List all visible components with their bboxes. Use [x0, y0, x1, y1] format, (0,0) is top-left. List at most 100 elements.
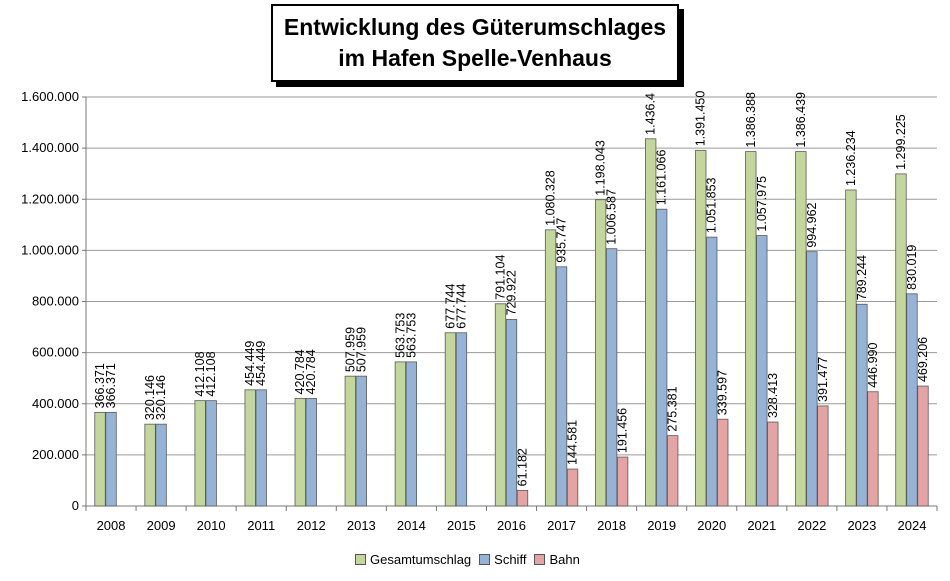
x-tick-label: 2018 — [597, 518, 626, 533]
bar-gesamtumschlag — [144, 423, 156, 507]
data-label-schiff: 563.753 — [404, 313, 418, 358]
data-label-gesamtumschlag: 507.959 — [343, 327, 357, 372]
bar-schiff — [555, 266, 568, 507]
data-label-schiff: 412.108 — [204, 351, 218, 396]
y-tick-label: 400.000 — [32, 396, 79, 411]
data-label-schiff: 677.744 — [454, 284, 468, 329]
data-label-gesamtumschlag: 366.371 — [93, 363, 107, 408]
data-label-bahn: 275.381 — [666, 386, 680, 431]
data-label-gesamtumschlag: 1.436.4 — [644, 93, 658, 135]
bar-gesamtumschlag — [444, 332, 457, 507]
bar-bahn — [917, 385, 929, 507]
bar-schiff — [656, 208, 668, 507]
data-label-gesamtumschlag: 1.198.043 — [594, 140, 608, 196]
bar-schiff — [105, 411, 117, 507]
x-tick-label: 2017 — [547, 518, 576, 533]
data-label-bahn: 446.990 — [866, 343, 880, 388]
x-tick-label: 2023 — [847, 518, 876, 533]
data-label-bahn: 191.456 — [616, 408, 630, 453]
bar-schiff — [305, 398, 317, 507]
legend-label-gesamtumschlag: Gesamtumschlag — [370, 552, 472, 567]
data-label-schiff: 1.006.587 — [605, 189, 619, 245]
data-label-gesamtumschlag: 1.236.234 — [844, 130, 858, 186]
data-label-gesamtumschlag: 563.753 — [393, 313, 407, 358]
x-tick-label: 2010 — [197, 518, 226, 533]
data-label-schiff: 935.747 — [555, 218, 569, 263]
x-tick-label: 2008 — [97, 518, 126, 533]
bar-gesamtumschlag — [795, 151, 807, 507]
bar-gesamtumschlag — [594, 199, 607, 507]
data-label-schiff: 1.057.975 — [755, 176, 769, 232]
data-label-schiff: 1.161.066 — [655, 150, 669, 206]
x-tick-label: 2020 — [697, 518, 726, 533]
bar-schiff — [906, 293, 918, 507]
chart-title-box: Entwicklung des Güterumschlages im Hafen… — [271, 4, 679, 82]
legend-item-schiff: Schiff — [479, 552, 526, 567]
y-tick-label: 200.000 — [32, 447, 79, 462]
x-tick-label: 2019 — [647, 518, 676, 533]
legend-label-schiff: Schiff — [494, 552, 527, 567]
data-label-gesamtumschlag: 320.146 — [143, 375, 157, 420]
x-tick-label: 2016 — [497, 518, 526, 533]
bar-schiff — [405, 361, 418, 507]
bar-schiff — [856, 303, 868, 507]
bar-gesamtumschlag — [394, 361, 407, 507]
chart-title-line-1: Entwicklung des Güterumschlages — [283, 14, 667, 40]
bar-bahn — [717, 418, 729, 507]
bar-gesamtumschlag — [94, 411, 106, 507]
data-label-bahn: 469.206 — [916, 337, 930, 382]
bar-schiff — [605, 248, 618, 507]
data-label-schiff: 366.371 — [104, 363, 118, 408]
bar-schiff — [756, 235, 768, 507]
data-label-gesamtumschlag: 1.391.450 — [694, 91, 708, 147]
data-label-bahn: 339.597 — [716, 370, 730, 415]
legend-swatch-schiff — [479, 554, 491, 565]
x-tick-label: 2011 — [247, 518, 275, 533]
data-label-schiff: 420.784 — [304, 349, 318, 394]
bar-bahn — [867, 391, 879, 507]
legend-swatch-bahn — [534, 554, 546, 565]
data-label-bahn: 144.581 — [566, 420, 580, 465]
data-label-schiff: 789.244 — [855, 255, 869, 300]
data-label-gesamtumschlag: 791.104 — [494, 255, 508, 300]
data-label-gesamtumschlag: 420.784 — [293, 349, 307, 394]
bar-gesamtumschlag — [244, 389, 256, 507]
bar-schiff — [355, 375, 367, 507]
data-label-schiff: 729.922 — [505, 270, 519, 315]
data-label-bahn: 61.182 — [516, 448, 530, 486]
x-tick-label: 2013 — [347, 518, 376, 533]
x-tick-label: 2015 — [447, 518, 476, 533]
bar-gesamtumschlag — [544, 229, 557, 507]
y-tick-label: 1.600.000 — [21, 89, 79, 104]
bar-bahn — [566, 468, 579, 507]
legend-item-gesamtumschlag: Gesamtumschlag — [355, 552, 471, 567]
bar-gesamtumschlag — [745, 151, 757, 507]
bar-schiff — [205, 400, 217, 507]
data-label-gesamtumschlag: 1.386.439 — [794, 92, 808, 148]
data-label-schiff: 994.962 — [805, 202, 819, 247]
x-tick-label: 2022 — [797, 518, 826, 533]
data-label-schiff: 507.959 — [354, 327, 368, 372]
data-label-gesamtumschlag: 412.108 — [193, 351, 207, 396]
bar-gesamtumschlag — [344, 375, 356, 507]
y-tick-label: 800.000 — [32, 294, 79, 309]
bar-gesamtumschlag — [294, 398, 306, 507]
bar-bahn — [667, 435, 679, 507]
bar-schiff — [455, 332, 468, 507]
x-tick-label: 2009 — [147, 518, 176, 533]
data-label-schiff: 830.019 — [905, 245, 919, 290]
y-tick-label: 0 — [72, 498, 79, 513]
data-label-gesamtumschlag: 677.744 — [443, 284, 457, 329]
bar-gesamtumschlag — [194, 400, 206, 507]
bar-schiff — [155, 423, 167, 507]
bar-bahn — [616, 456, 629, 507]
y-tick-label: 1.400.000 — [21, 140, 79, 155]
legend: Gesamtumschlag Schiff Bahn — [355, 552, 580, 567]
bar-gesamtumschlag — [695, 149, 707, 507]
x-tick-label: 2014 — [397, 518, 426, 533]
data-label-gesamtumschlag: 1.299.225 — [894, 114, 908, 170]
data-label-schiff: 1.051.853 — [705, 177, 719, 233]
data-label-schiff: 454.449 — [254, 341, 268, 386]
legend-swatch-gesamtumschlag — [355, 554, 366, 565]
